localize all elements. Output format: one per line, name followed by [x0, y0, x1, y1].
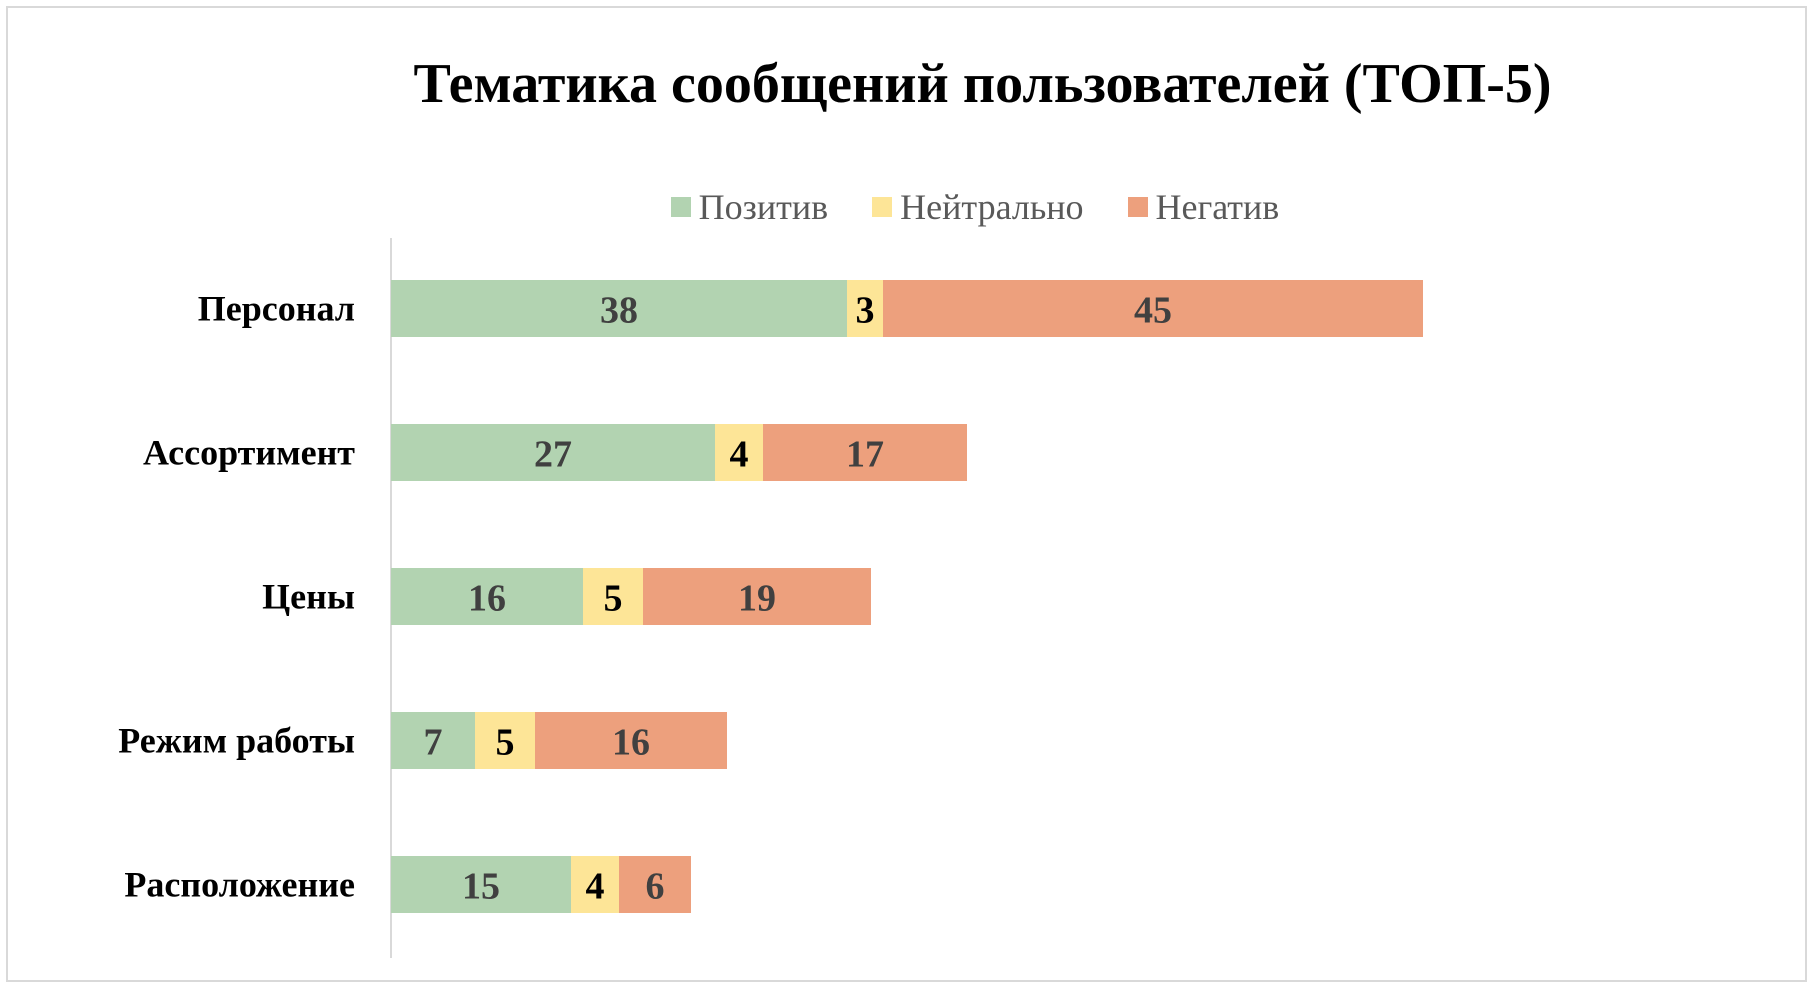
data-label-neutral: 3	[856, 290, 875, 332]
bar-segment-positive	[391, 856, 571, 913]
bar-segment-negative	[643, 568, 871, 625]
category-label: Цены	[262, 577, 355, 617]
bar-segment-neutral	[715, 424, 763, 481]
chart-frame	[6, 6, 1807, 982]
data-label-negative: 17	[846, 434, 884, 476]
data-label-neutral: 5	[496, 722, 515, 764]
bar-segment-positive	[391, 280, 847, 337]
bar-segment-negative	[883, 280, 1423, 337]
data-label-positive: 7	[424, 722, 443, 764]
bar-segment-positive	[391, 424, 715, 481]
data-label-neutral: 4	[730, 434, 749, 476]
legend-item-negative: Негатив	[1127, 186, 1280, 228]
legend-label-negative: Негатив	[1155, 187, 1280, 227]
data-label-negative: 45	[1134, 290, 1172, 332]
legend-label-neutral: Нейтрально	[900, 187, 1084, 227]
data-label-negative: 6	[646, 866, 665, 908]
bar-segment-neutral	[847, 280, 883, 337]
bar-segment-negative	[763, 424, 967, 481]
data-label-negative: 19	[738, 578, 776, 620]
category-label: Персонал	[198, 289, 355, 329]
chart-title: Тематика сообщений пользователей (ТОП-5)	[413, 53, 1552, 115]
legend: Позитив Нейтрально Негатив	[0, 186, 1815, 228]
data-label-positive: 15	[462, 866, 500, 908]
bar-segment-negative	[619, 856, 691, 913]
legend-swatch-negative	[1127, 197, 1148, 217]
legend-item-neutral: Нейтрально	[872, 186, 1084, 228]
data-label-neutral: 4	[586, 866, 605, 908]
bar-segment-neutral	[583, 568, 643, 625]
data-label-negative: 16	[612, 722, 650, 764]
data-label-positive: 27	[534, 434, 572, 476]
bar-segment-neutral	[571, 856, 619, 913]
bar-segment-positive	[391, 568, 583, 625]
category-label: Расположение	[124, 865, 355, 905]
bar-segment-negative	[535, 712, 727, 769]
data-label-neutral: 5	[604, 578, 623, 620]
bar-segment-positive	[391, 712, 475, 769]
legend-item-positive: Позитив	[670, 186, 829, 228]
legend-swatch-neutral	[872, 197, 893, 217]
bar-segment-neutral	[475, 712, 535, 769]
data-label-positive: 16	[468, 578, 506, 620]
legend-label-positive: Позитив	[698, 187, 829, 227]
data-label-positive: 38	[600, 290, 638, 332]
category-label: Ассортимент	[143, 433, 355, 473]
category-label: Режим работы	[118, 721, 355, 761]
legend-swatch-positive	[670, 197, 691, 217]
